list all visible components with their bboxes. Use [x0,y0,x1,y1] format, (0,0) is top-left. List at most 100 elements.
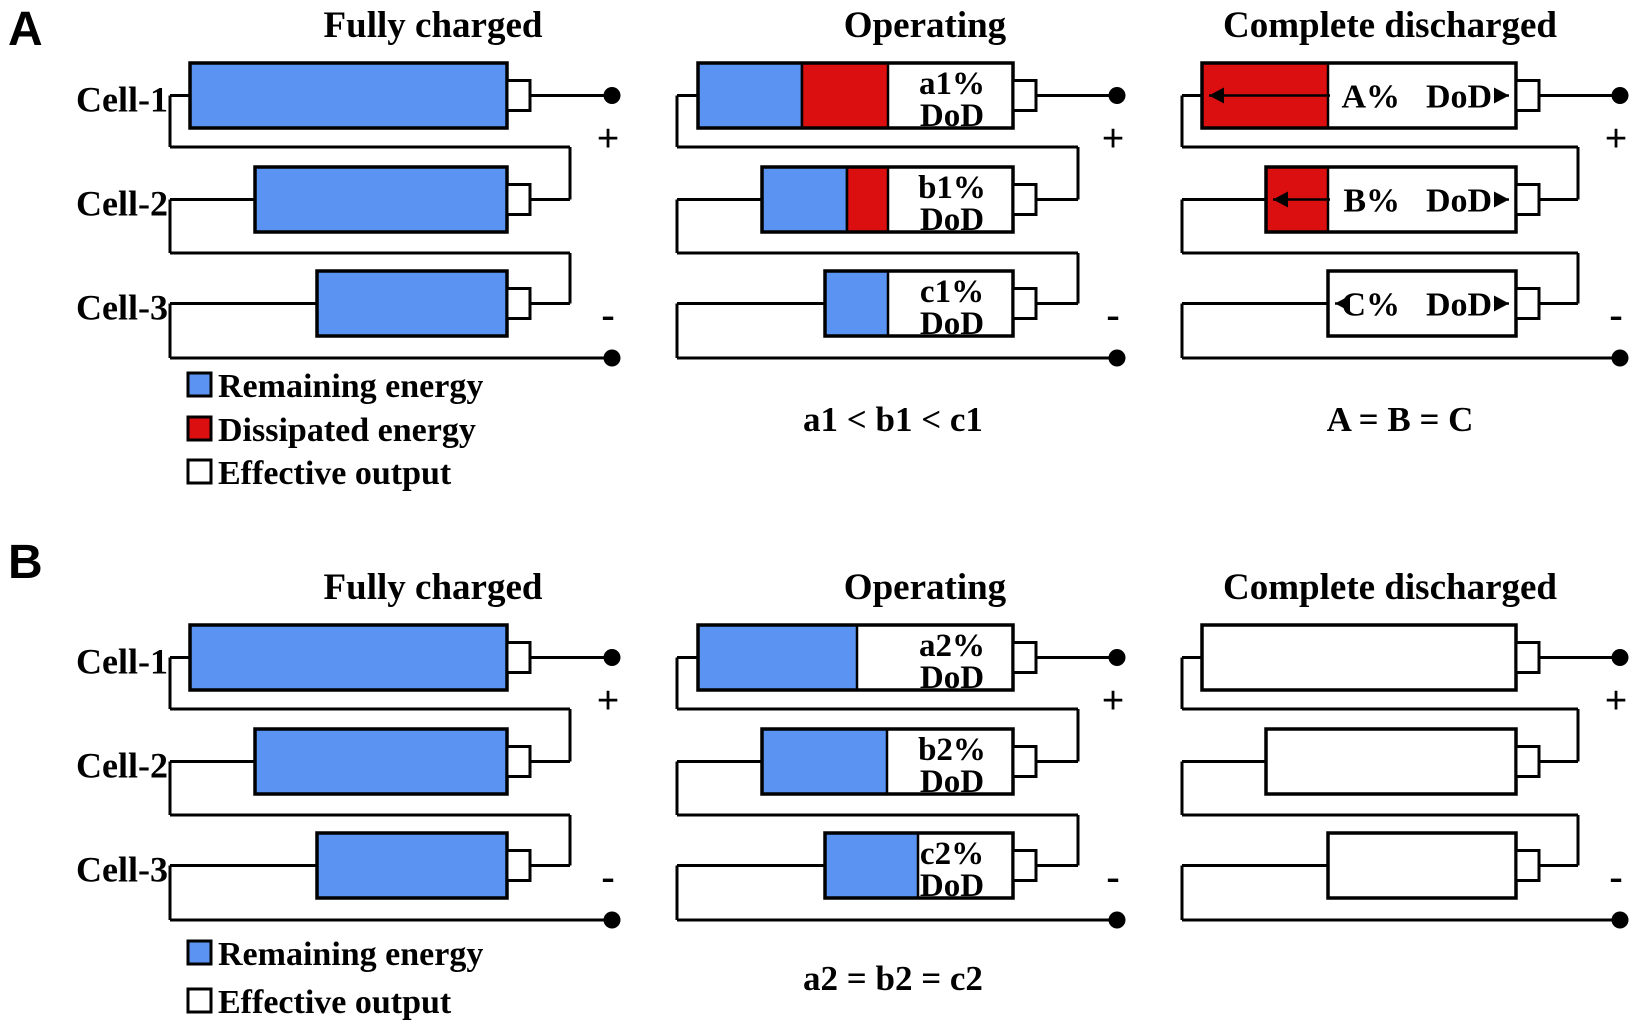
remaining-energy-segment [188,623,509,692]
legend-swatch-remaining-energy [186,371,213,398]
battery-body [1266,729,1516,794]
terminal-node [1611,87,1629,104]
terminal-node [603,649,621,666]
battery-terminal [1514,849,1541,882]
arrowhead [1494,295,1509,312]
terminal-node [1611,349,1629,367]
dod-annotation-unit: DoD [1426,287,1492,324]
cell-label: Cell-1 [76,80,168,120]
remaining-energy-segment [823,269,890,338]
panel-label: B [8,536,43,589]
cell-label: Cell-2 [76,746,168,786]
legend-label: Dissipated energy [218,412,476,449]
negative-sign: - [601,292,614,337]
legend-label: Remaining energy [218,936,483,973]
legend-swatch-effective-output [186,987,213,1014]
terminal-node [1108,649,1126,666]
column-title: Operating [844,567,1007,608]
legend-swatch-remaining-energy [186,939,213,966]
terminal-node [1108,349,1126,367]
arrowhead [1273,191,1288,208]
terminal-node [1108,87,1126,104]
terminal-node [603,349,621,367]
terminal-node [1611,911,1629,929]
negative-sign: - [1609,854,1622,899]
dod-unit-label: DoD [920,868,984,904]
battery-terminal [1011,745,1038,778]
arrowhead [1494,191,1509,208]
dod-percent-label: b2% [918,732,986,768]
arrowhead [1335,295,1350,312]
dod-unit-label: DoD [920,98,984,134]
positive-sign: + [1102,678,1125,723]
battery-body [1202,625,1516,690]
positive-sign: + [1605,116,1628,161]
battery-terminal [1514,287,1541,320]
cell-label: Cell-2 [76,184,168,224]
battery-body [1328,833,1516,898]
terminal-node [603,911,621,929]
battery-terminal [1011,79,1038,112]
battery-terminal [505,849,532,882]
battery-terminal [505,745,532,778]
dod-unit-label: DoD [920,306,984,342]
dod-annotation-percent: B% [1343,183,1400,220]
equation-label: A = B = C [1327,400,1474,439]
remaining-energy-segment [253,727,509,796]
legend-label: Effective output [218,455,452,492]
battery-terminal [1011,641,1038,674]
cell-label: Cell-1 [76,642,168,682]
battery-terminal [1514,79,1541,112]
negative-sign: - [1609,292,1622,337]
battery-terminal [1011,183,1038,216]
negative-sign: - [1106,854,1119,899]
battery-terminal [505,641,532,674]
column-title: Operating [844,5,1007,46]
terminal-node [1108,911,1126,929]
legend-swatch-dissipated-energy [186,415,213,442]
remaining-energy-segment [760,165,849,234]
dod-percent-label: b1% [918,170,986,206]
arrowhead [1494,87,1509,104]
column-title: Complete discharged [1223,5,1557,46]
legend-swatch-effective-output [186,458,213,485]
remaining-energy-segment [188,61,509,130]
column-title: Fully charged [324,567,543,608]
dod-annotation-percent: A% [1341,79,1400,116]
negative-sign: - [1106,292,1119,337]
battery-body [1328,271,1516,336]
negative-sign: - [601,854,614,899]
battery-terminal [1514,745,1541,778]
positive-sign: + [597,678,620,723]
dod-annotation-percent: C% [1341,287,1400,324]
cell-label: Cell-3 [76,288,168,328]
panel-label: A [8,3,43,56]
equation-label: a2 = b2 = c2 [803,959,983,998]
dod-unit-label: DoD [920,660,984,696]
dod-percent-label: c1% [920,274,984,310]
battery-terminal [1011,287,1038,320]
dissipated-energy-segment [800,61,890,130]
dissipated-energy-segment [845,165,890,234]
terminal-node [1611,649,1629,666]
remaining-energy-segment [253,165,509,234]
battery-terminal [1011,849,1038,882]
dod-unit-label: DoD [920,202,984,238]
positive-sign: + [1605,678,1628,723]
dod-percent-label: c2% [920,836,984,872]
remaining-energy-segment [315,269,509,338]
positive-sign: + [597,116,620,161]
remaining-energy-segment [315,831,509,900]
dod-percent-label: a2% [919,628,985,664]
cell-label: Cell-3 [76,850,168,890]
battery-terminal [505,287,532,320]
equation-label: a1 < b1 < c1 [803,400,983,439]
column-title: Complete discharged [1223,567,1557,608]
positive-sign: + [1102,116,1125,161]
dod-annotation-unit: DoD [1426,79,1492,116]
dod-annotation-unit: DoD [1426,183,1492,220]
battery-terminal [505,183,532,216]
battery-terminal [1514,641,1541,674]
